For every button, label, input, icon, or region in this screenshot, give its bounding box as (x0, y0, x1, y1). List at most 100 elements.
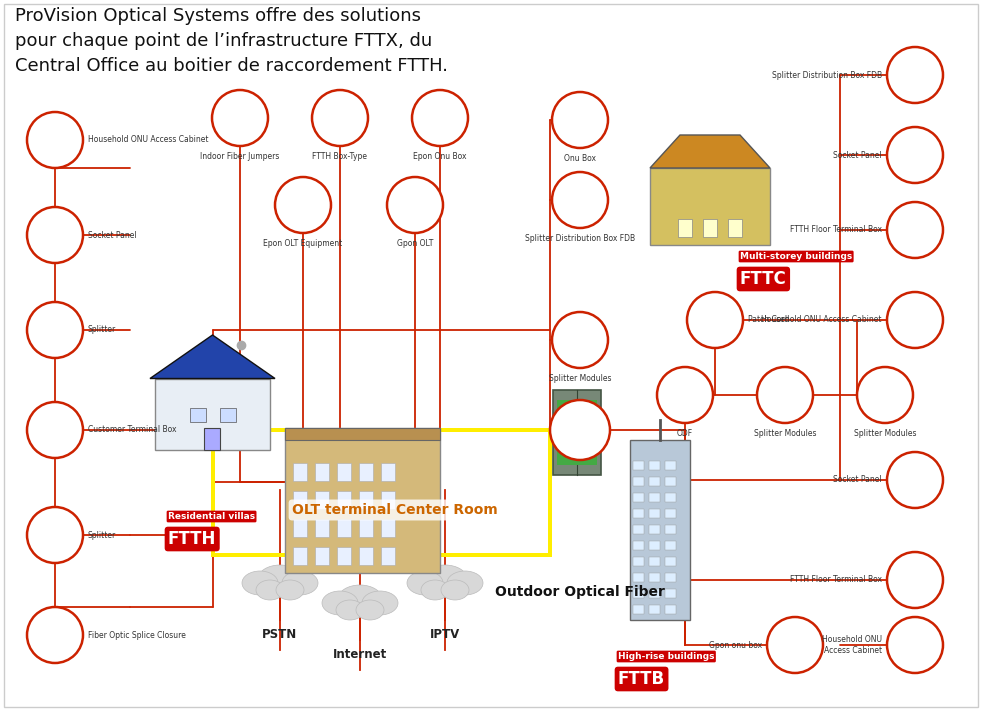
FancyBboxPatch shape (633, 493, 644, 502)
Text: Splitter Distribution Box FDB: Splitter Distribution Box FDB (525, 234, 635, 243)
Text: Gpon OLT: Gpon OLT (397, 239, 433, 248)
Text: PSTN: PSTN (262, 628, 298, 641)
FancyBboxPatch shape (633, 477, 644, 486)
Text: IPTV: IPTV (430, 628, 461, 641)
Ellipse shape (447, 571, 483, 595)
Ellipse shape (407, 571, 443, 595)
FancyBboxPatch shape (381, 491, 395, 508)
Text: OLT terminal Center Room: OLT terminal Center Room (292, 503, 498, 517)
Circle shape (887, 202, 943, 258)
FancyBboxPatch shape (665, 605, 676, 614)
Ellipse shape (336, 600, 364, 620)
FancyBboxPatch shape (630, 440, 690, 620)
Ellipse shape (338, 585, 382, 613)
FancyBboxPatch shape (665, 461, 676, 470)
FancyBboxPatch shape (728, 219, 742, 237)
FancyBboxPatch shape (665, 493, 676, 502)
Circle shape (887, 127, 943, 183)
FancyBboxPatch shape (315, 518, 329, 537)
FancyBboxPatch shape (633, 605, 644, 614)
Text: Splitter: Splitter (88, 326, 116, 334)
FancyBboxPatch shape (381, 547, 395, 565)
Circle shape (757, 367, 813, 423)
FancyBboxPatch shape (665, 541, 676, 550)
Circle shape (550, 400, 610, 460)
FancyBboxPatch shape (649, 461, 660, 470)
FancyBboxPatch shape (293, 547, 307, 565)
Circle shape (887, 617, 943, 673)
FancyBboxPatch shape (649, 525, 660, 534)
Text: Outdoor Optical Fiber: Outdoor Optical Fiber (495, 585, 665, 599)
Ellipse shape (322, 591, 358, 615)
FancyBboxPatch shape (359, 491, 373, 508)
Circle shape (887, 292, 943, 348)
Text: FTTH Floor Terminal Box: FTTH Floor Terminal Box (790, 225, 882, 235)
FancyBboxPatch shape (665, 525, 676, 534)
FancyBboxPatch shape (285, 427, 440, 439)
FancyBboxPatch shape (337, 547, 351, 565)
FancyBboxPatch shape (315, 547, 329, 565)
Text: Socket Panel: Socket Panel (88, 230, 136, 240)
Circle shape (767, 617, 823, 673)
FancyBboxPatch shape (204, 428, 221, 450)
Circle shape (412, 90, 468, 146)
FancyBboxPatch shape (649, 589, 660, 598)
Circle shape (887, 452, 943, 508)
FancyBboxPatch shape (649, 557, 660, 566)
Text: FTTH Floor Terminal Box: FTTH Floor Terminal Box (790, 575, 882, 584)
Text: Socket Panel: Socket Panel (834, 476, 882, 484)
FancyBboxPatch shape (381, 518, 395, 537)
Text: Internet: Internet (333, 648, 387, 661)
FancyBboxPatch shape (633, 461, 644, 470)
Text: Splitter Distribution Box FDB: Splitter Distribution Box FDB (772, 70, 882, 80)
FancyBboxPatch shape (633, 509, 644, 518)
FancyBboxPatch shape (293, 462, 307, 481)
FancyBboxPatch shape (337, 518, 351, 537)
Circle shape (212, 90, 268, 146)
FancyBboxPatch shape (703, 219, 717, 237)
Circle shape (887, 552, 943, 608)
FancyBboxPatch shape (633, 525, 644, 534)
Text: Splitter Modules: Splitter Modules (853, 429, 916, 438)
Text: Splitter: Splitter (88, 530, 116, 540)
Circle shape (27, 112, 83, 168)
Circle shape (27, 207, 83, 263)
FancyBboxPatch shape (633, 541, 644, 550)
Ellipse shape (258, 565, 302, 593)
Text: Residential villas: Residential villas (168, 512, 255, 521)
FancyBboxPatch shape (649, 605, 660, 614)
Ellipse shape (421, 580, 449, 600)
Circle shape (27, 607, 83, 663)
FancyBboxPatch shape (315, 491, 329, 508)
Ellipse shape (356, 600, 384, 620)
Text: High-rise buildings: High-rise buildings (618, 652, 715, 661)
FancyBboxPatch shape (553, 390, 601, 475)
FancyBboxPatch shape (221, 408, 237, 422)
FancyBboxPatch shape (191, 408, 206, 422)
Circle shape (887, 47, 943, 103)
FancyBboxPatch shape (665, 573, 676, 582)
Polygon shape (650, 135, 770, 168)
FancyBboxPatch shape (649, 477, 660, 486)
FancyBboxPatch shape (665, 477, 676, 486)
Text: Onu Box: Onu Box (564, 154, 596, 163)
Circle shape (27, 402, 83, 458)
FancyBboxPatch shape (337, 462, 351, 481)
Text: FTTH Box-Type: FTTH Box-Type (312, 152, 367, 161)
Text: Socket Panel: Socket Panel (834, 151, 882, 159)
Circle shape (312, 90, 368, 146)
Circle shape (687, 292, 743, 348)
FancyBboxPatch shape (381, 462, 395, 481)
FancyBboxPatch shape (649, 541, 660, 550)
FancyBboxPatch shape (359, 518, 373, 537)
Ellipse shape (282, 571, 318, 595)
Circle shape (552, 172, 608, 228)
Circle shape (657, 367, 713, 423)
Text: Household ONU Access Cabinet: Household ONU Access Cabinet (761, 316, 882, 324)
Circle shape (552, 312, 608, 368)
FancyBboxPatch shape (665, 509, 676, 518)
Text: Splitter Modules: Splitter Modules (549, 374, 611, 383)
FancyBboxPatch shape (678, 219, 692, 237)
FancyBboxPatch shape (665, 557, 676, 566)
Ellipse shape (256, 580, 284, 600)
